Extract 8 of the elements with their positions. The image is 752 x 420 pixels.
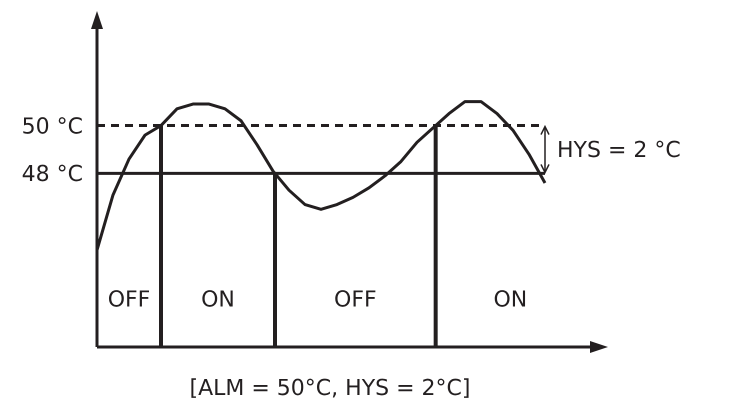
y-tick-label: 48 °C <box>22 162 83 188</box>
annotation: ON <box>201 288 235 313</box>
annotation: ON <box>493 288 528 313</box>
text: HYS = 2 °C <box>557 138 681 164</box>
annotation: OFF <box>108 288 150 313</box>
y-tick-label: 50 °C <box>22 114 83 140</box>
annotation: OFF <box>334 288 377 313</box>
text: [ALM = 50°C, HYS = 2°C] <box>190 376 470 401</box>
